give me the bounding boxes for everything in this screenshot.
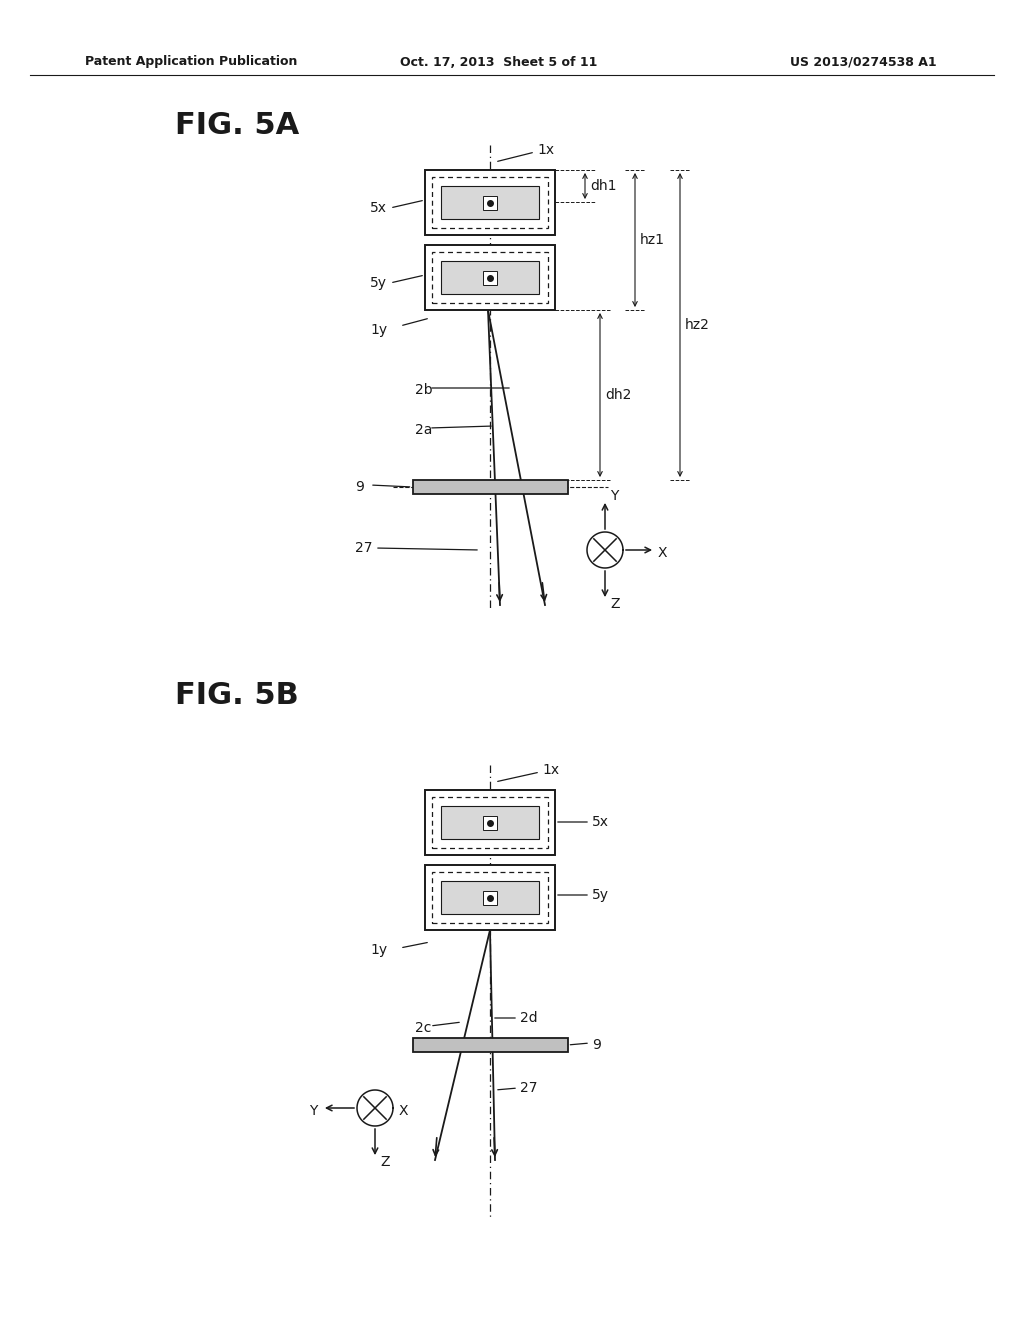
Text: 5x: 5x [370, 201, 387, 215]
Bar [425, 865, 555, 931]
Text: hz1: hz1 [640, 234, 665, 247]
Text: X: X [399, 1104, 409, 1118]
Text: FIG. 5A: FIG. 5A [175, 111, 299, 140]
Text: X: X [658, 546, 668, 560]
Text: FIG. 5B: FIG. 5B [175, 681, 299, 710]
Text: Z: Z [610, 597, 620, 611]
Text: Y: Y [610, 488, 618, 503]
Text: 9: 9 [592, 1038, 601, 1052]
Text: 2b: 2b [415, 383, 432, 397]
Text: 5y: 5y [370, 276, 387, 290]
Text: 1y: 1y [370, 323, 387, 337]
Text: 5x: 5x [592, 814, 609, 829]
Bar [432, 873, 548, 923]
Bar [441, 186, 539, 219]
Bar [425, 789, 555, 855]
Bar [413, 1038, 567, 1052]
Bar [483, 891, 497, 904]
Text: 2d: 2d [520, 1011, 538, 1026]
Bar [441, 807, 539, 840]
Text: 9: 9 [355, 480, 364, 494]
Bar [432, 797, 548, 847]
Bar [483, 816, 497, 829]
Bar [483, 271, 497, 285]
Bar [425, 170, 555, 235]
Bar [441, 880, 539, 913]
Bar [432, 252, 548, 304]
Text: 2c: 2c [415, 1020, 431, 1035]
Text: Y: Y [309, 1104, 317, 1118]
Bar [483, 195, 497, 210]
Text: hz2: hz2 [685, 318, 710, 333]
Text: dh2: dh2 [605, 388, 632, 403]
Bar [425, 246, 555, 310]
Text: US 2013/0274538 A1: US 2013/0274538 A1 [790, 55, 937, 69]
Text: 27: 27 [355, 541, 373, 554]
Text: 1x: 1x [537, 143, 554, 157]
Bar [432, 177, 548, 228]
Bar [441, 261, 539, 294]
Text: Oct. 17, 2013  Sheet 5 of 11: Oct. 17, 2013 Sheet 5 of 11 [400, 55, 597, 69]
Text: 27: 27 [520, 1081, 538, 1096]
Text: 1y: 1y [370, 942, 387, 957]
Text: 1x: 1x [542, 763, 559, 777]
Text: 2a: 2a [415, 422, 432, 437]
Text: Z: Z [380, 1155, 389, 1170]
Text: 5y: 5y [592, 888, 609, 902]
Text: dh1: dh1 [590, 180, 616, 193]
Bar [413, 480, 567, 494]
Text: Patent Application Publication: Patent Application Publication [85, 55, 297, 69]
